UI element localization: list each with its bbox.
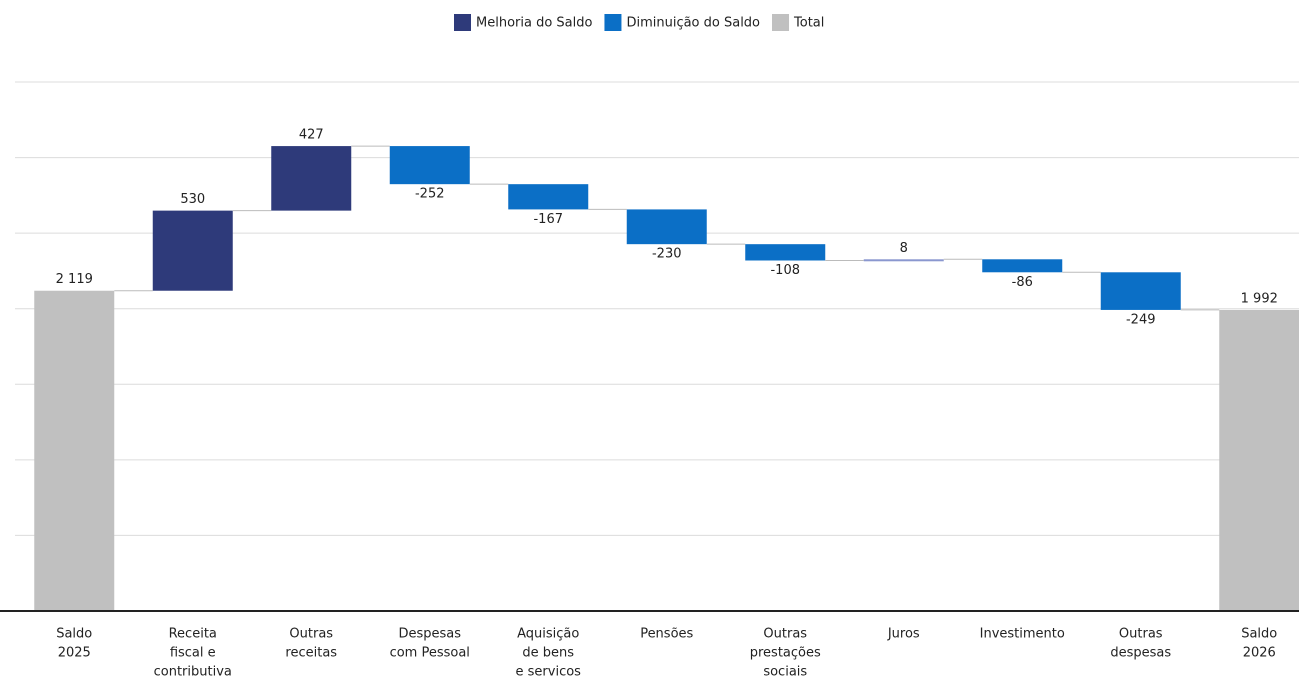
x-tick-label: Saldo (1241, 627, 1277, 642)
x-tick-label: contributiva (154, 665, 232, 680)
legend-swatch (772, 14, 790, 31)
x-tick-label: 2025 (58, 646, 91, 661)
x-tick-label: fiscal e (170, 646, 216, 661)
value-label: -86 (1012, 275, 1033, 290)
legend-swatch (604, 14, 622, 31)
x-tick-label: e servicos (516, 665, 582, 680)
bar (982, 259, 1063, 273)
x-tick-label: Juros (887, 627, 920, 642)
x-tick-label: receitas (285, 646, 337, 661)
bar (745, 244, 826, 261)
bar (1100, 272, 1181, 310)
x-tick-label: Receita (169, 627, 217, 642)
x-tick-label: 2026 (1243, 646, 1276, 661)
x-tick-label: de bens (522, 646, 574, 661)
legend-swatch (454, 14, 471, 31)
bar (508, 184, 589, 210)
value-label: -252 (415, 187, 445, 202)
bar (34, 290, 115, 611)
x-tick-label: prestações (750, 646, 821, 661)
x-tick-label: Investimento (980, 627, 1065, 642)
x-tick-label: despesas (1110, 646, 1171, 661)
bar (626, 209, 707, 245)
x-tick-label: Outras (763, 627, 807, 642)
value-label: -167 (533, 212, 563, 227)
x-tick-label: com Pessoal (390, 646, 470, 661)
legend-label: Total (793, 16, 824, 31)
value-label: 8 (900, 241, 908, 256)
bar (389, 146, 470, 185)
x-tick-label: Saldo (56, 627, 92, 642)
x-tick-label: Aquisição (517, 627, 579, 642)
x-tick-label: Outras (1119, 627, 1163, 642)
x-tick-label: sociais (763, 665, 807, 680)
value-label: 2 119 (56, 272, 93, 287)
bar (1219, 309, 1299, 611)
x-tick-label: Outras (289, 627, 333, 642)
value-label: 427 (299, 128, 324, 143)
x-tick-label: Despesas (398, 627, 461, 642)
bar (863, 259, 944, 262)
legend-label: Diminuição do Saldo (626, 16, 760, 31)
x-tick-label: Pensões (640, 627, 693, 642)
value-label: 1 992 (1241, 291, 1278, 306)
legend-label: Melhoria do Saldo (476, 16, 592, 31)
value-label: -249 (1126, 312, 1156, 327)
value-label: 530 (180, 192, 205, 207)
bar (152, 210, 233, 291)
value-label: -230 (652, 247, 682, 262)
value-label: -108 (770, 263, 800, 278)
bar (271, 146, 352, 211)
